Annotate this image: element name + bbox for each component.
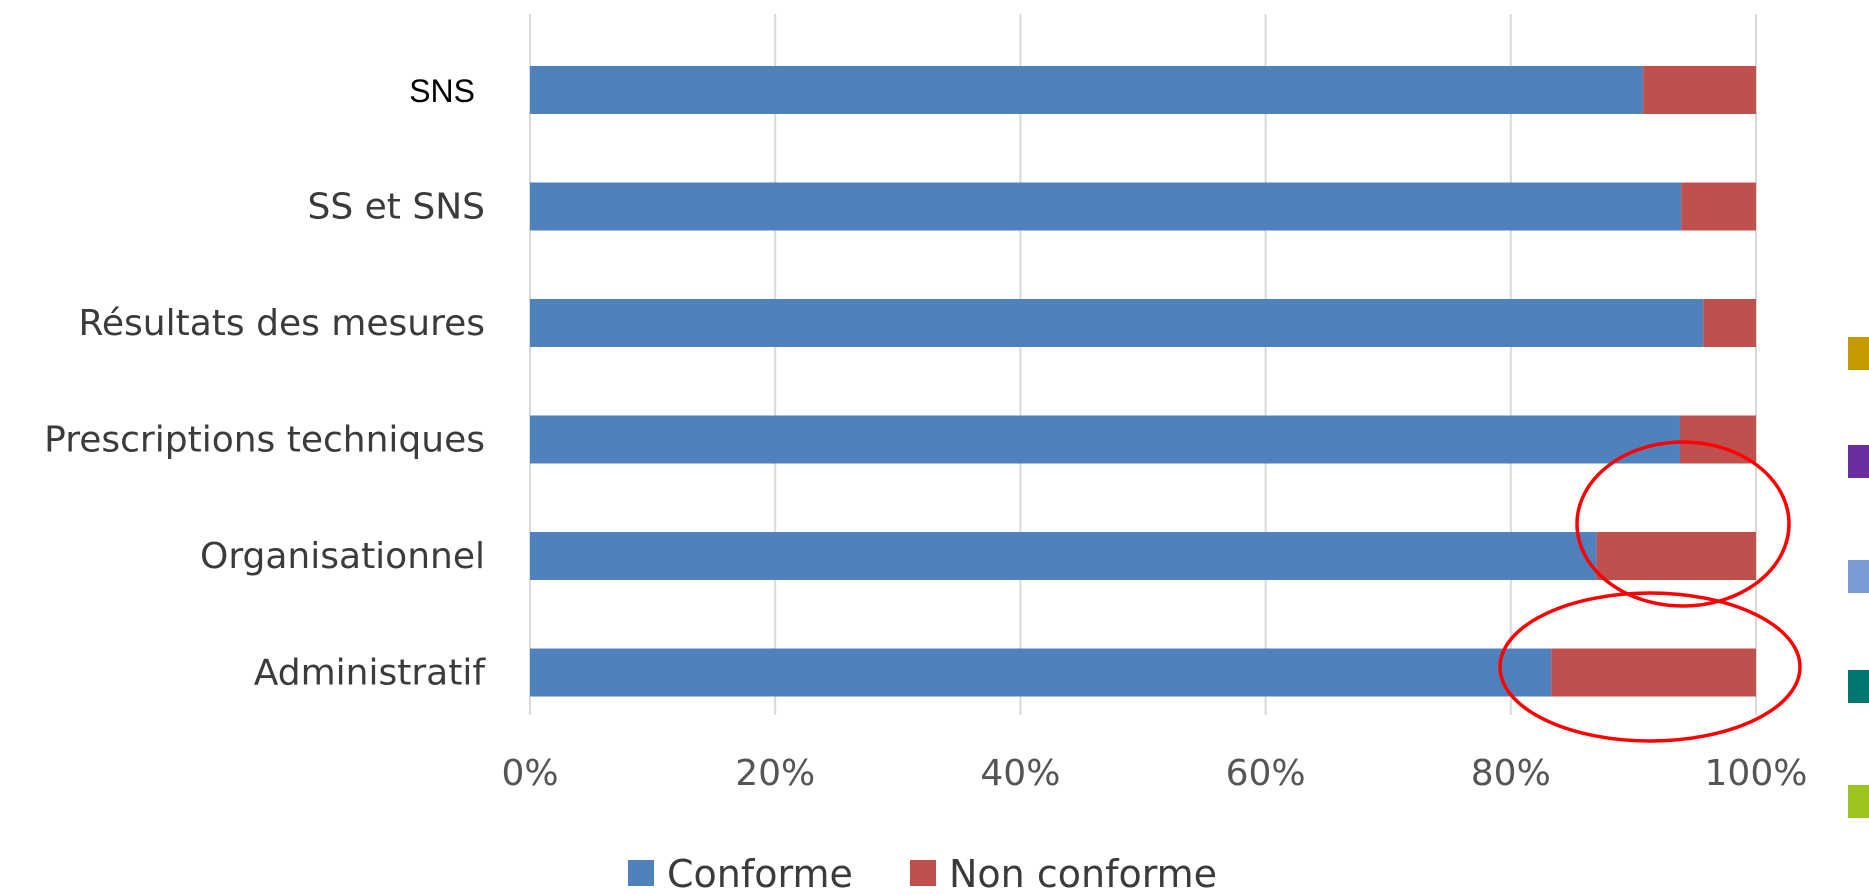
bar-conforme: [530, 299, 1704, 347]
x-tick-labels: 0% 20% 40% 60% 80% 100%: [501, 753, 1807, 794]
legend-swatch: [910, 860, 936, 886]
bar-non-conforme: [1643, 66, 1756, 114]
category-label: Résultats des mesures: [78, 303, 485, 344]
side-marker: [1848, 560, 1869, 593]
side-marker: [1848, 445, 1869, 478]
bar-conforme: [530, 532, 1597, 580]
legend-swatch: [628, 860, 654, 886]
bar-non-conforme: [1703, 299, 1756, 347]
annotation-ellipse: [1498, 591, 1802, 743]
annotations: [1498, 440, 1802, 743]
bar-conforme: [530, 182, 1682, 231]
side-marker: [1848, 337, 1869, 370]
bars: [530, 66, 1756, 697]
side-marker: [1848, 670, 1869, 703]
x-tick-label: 100%: [1705, 753, 1808, 794]
x-tick-label: 80%: [1471, 753, 1551, 794]
legend: Conforme Non conforme: [628, 852, 1217, 894]
bar-non-conforme: [1596, 532, 1756, 580]
bar-non-conforme: [1681, 182, 1756, 231]
category-label: SNS: [409, 73, 475, 109]
bar-conforme: [530, 415, 1680, 464]
category-label: Prescriptions techniques: [44, 420, 485, 461]
annotation-ellipse: [1575, 440, 1791, 608]
legend-label: Non conforme: [949, 852, 1217, 894]
x-tick-label: 60%: [1226, 753, 1306, 794]
x-tick-label: 40%: [980, 753, 1060, 794]
category-labels: SNS SS et SNS Résultats des mesures Prescri…: [44, 73, 486, 694]
bar-conforme: [530, 66, 1644, 114]
side-marker: [1848, 785, 1869, 818]
side-markers: [1848, 337, 1869, 818]
x-tick-label: 0%: [501, 753, 558, 794]
category-label: Organisationnel: [200, 536, 485, 577]
bar-conforme: [530, 648, 1552, 697]
bar-non-conforme: [1551, 648, 1756, 697]
grid-lines: [529, 14, 1757, 715]
x-tick-label: 20%: [735, 753, 815, 794]
category-label: Administratif: [254, 653, 487, 694]
category-label: SS et SNS: [308, 187, 486, 228]
legend-label: Conforme: [667, 852, 853, 894]
